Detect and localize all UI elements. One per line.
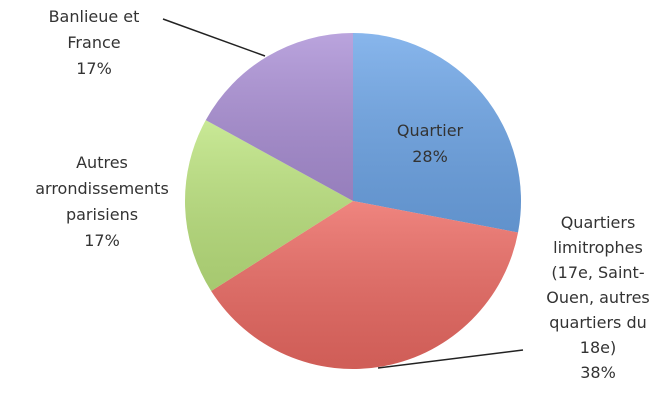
slice-label: Quartiers limitrophes (17e, Saint-Ouen, … <box>530 210 665 385</box>
category-label: Autres arrondissements parisiens <box>35 153 169 224</box>
value-label: 17% <box>76 59 112 78</box>
pie <box>184 33 521 369</box>
value-label: 28% <box>412 147 448 166</box>
value-label: 17% <box>84 231 120 250</box>
category-label: Quartiers limitrophes (17e, Saint-Ouen, … <box>546 213 650 357</box>
category-label: Quartier <box>396 121 464 140</box>
value-label: 38% <box>580 363 616 382</box>
slice-label: Quartier 28% <box>375 118 485 170</box>
leader-line <box>377 349 524 369</box>
category-label: Banlieue et France <box>48 7 140 52</box>
slice-label: Autres arrondissements parisiens 17% <box>28 150 176 254</box>
slice-label: Banlieue et France 17% <box>38 4 150 82</box>
leader-line <box>162 18 266 57</box>
